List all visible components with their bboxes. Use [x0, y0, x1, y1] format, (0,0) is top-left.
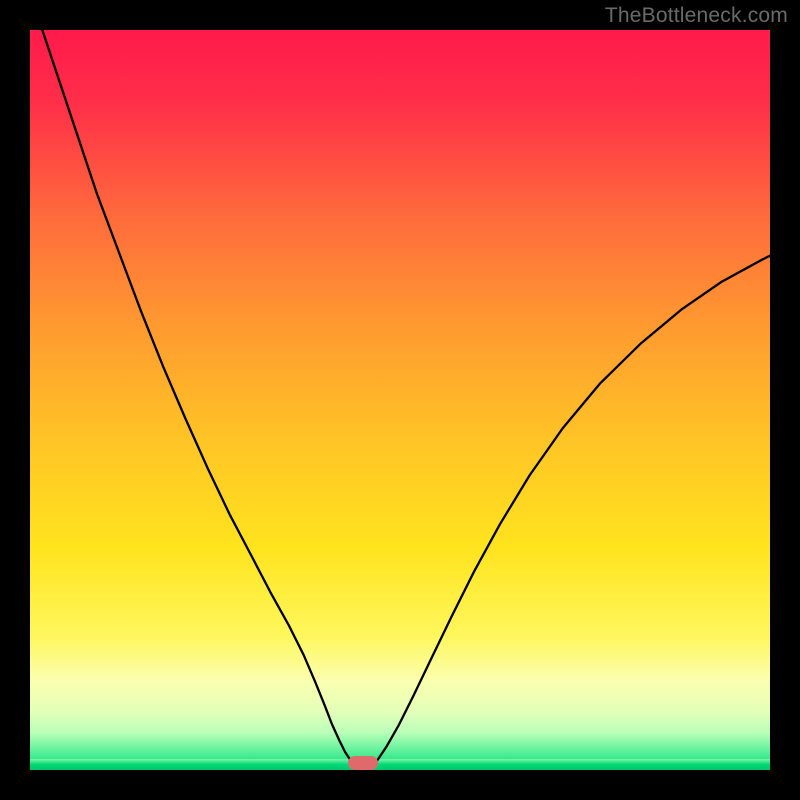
frame-right: [770, 0, 800, 800]
bottleneck-curve: [30, 30, 770, 770]
watermark-text: TheBottleneck.com: [605, 4, 788, 28]
plot-area: [30, 30, 770, 770]
frame-left: [0, 0, 30, 800]
frame-bottom: [0, 770, 800, 800]
optimal-point-marker: [348, 756, 378, 770]
curve-layer: [30, 30, 770, 770]
